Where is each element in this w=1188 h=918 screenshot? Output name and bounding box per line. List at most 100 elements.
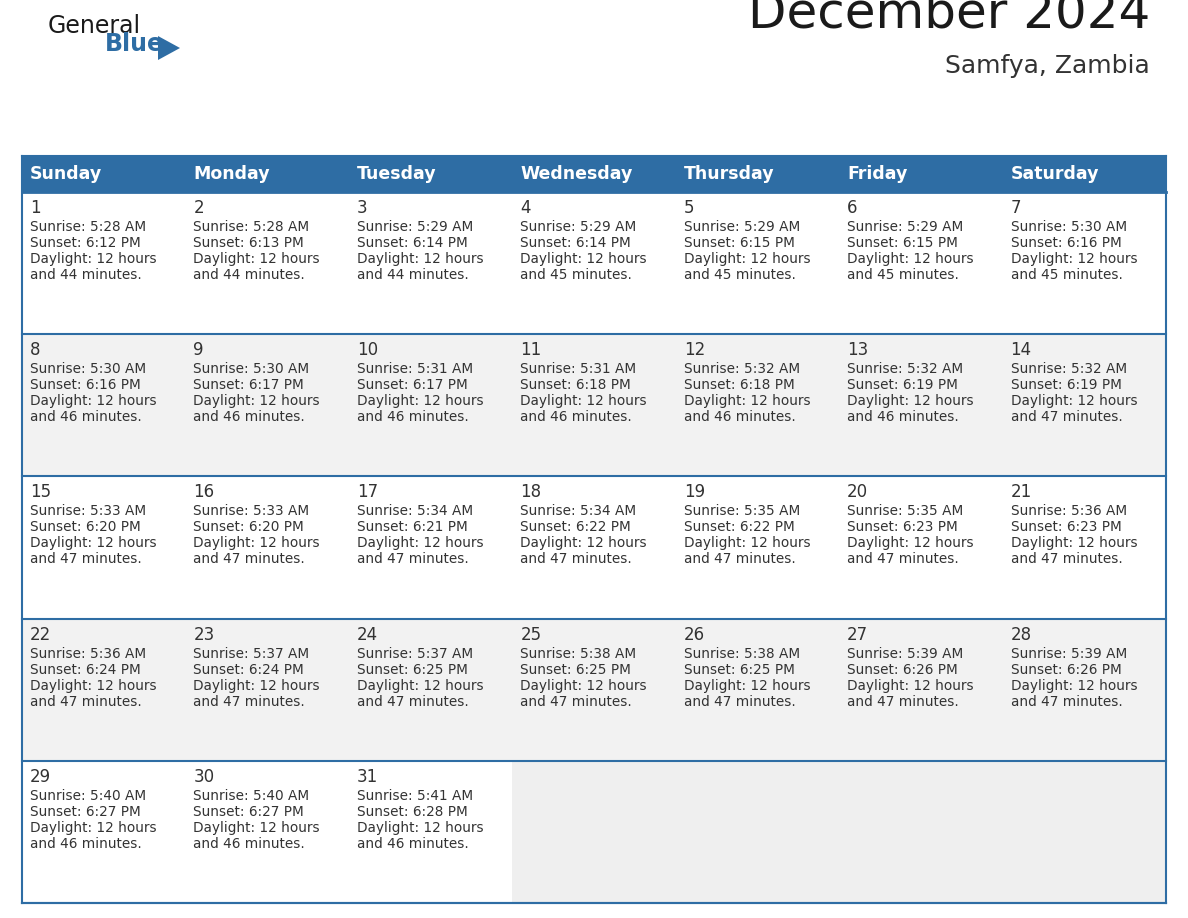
Text: Sunrise: 5:29 AM: Sunrise: 5:29 AM — [847, 220, 963, 234]
Text: 5: 5 — [684, 199, 694, 217]
Text: Daylight: 12 hours: Daylight: 12 hours — [1011, 394, 1137, 409]
Text: 3: 3 — [356, 199, 367, 217]
Text: 30: 30 — [194, 767, 215, 786]
Text: Daylight: 12 hours: Daylight: 12 hours — [1011, 536, 1137, 551]
Text: 9: 9 — [194, 341, 204, 359]
Text: December 2024: December 2024 — [747, 0, 1150, 38]
Text: Sunset: 6:13 PM: Sunset: 6:13 PM — [194, 236, 304, 250]
Text: and 47 minutes.: and 47 minutes. — [684, 553, 796, 566]
Text: and 46 minutes.: and 46 minutes. — [30, 837, 141, 851]
Text: Sunset: 6:26 PM: Sunset: 6:26 PM — [1011, 663, 1121, 677]
Text: 11: 11 — [520, 341, 542, 359]
Text: 27: 27 — [847, 625, 868, 644]
Text: Sunset: 6:22 PM: Sunset: 6:22 PM — [684, 521, 795, 534]
Bar — [23, 761, 1165, 903]
Bar — [1003, 761, 1165, 903]
Text: and 46 minutes.: and 46 minutes. — [520, 410, 632, 424]
Text: Sunset: 6:22 PM: Sunset: 6:22 PM — [520, 521, 631, 534]
Text: 6: 6 — [847, 199, 858, 217]
Text: and 44 minutes.: and 44 minutes. — [194, 268, 305, 282]
Text: Sunset: 6:15 PM: Sunset: 6:15 PM — [847, 236, 958, 250]
Text: Sunrise: 5:29 AM: Sunrise: 5:29 AM — [684, 220, 800, 234]
Text: Sunrise: 5:30 AM: Sunrise: 5:30 AM — [1011, 220, 1126, 234]
Bar — [23, 334, 1165, 476]
Text: 22: 22 — [30, 625, 51, 644]
Text: and 46 minutes.: and 46 minutes. — [194, 837, 305, 851]
Text: 2: 2 — [194, 199, 204, 217]
Text: and 47 minutes.: and 47 minutes. — [1011, 695, 1123, 709]
Text: and 46 minutes.: and 46 minutes. — [194, 410, 305, 424]
Text: Sunset: 6:19 PM: Sunset: 6:19 PM — [1011, 378, 1121, 392]
Text: Daylight: 12 hours: Daylight: 12 hours — [847, 536, 974, 551]
Text: and 45 minutes.: and 45 minutes. — [684, 268, 796, 282]
Text: Sunrise: 5:30 AM: Sunrise: 5:30 AM — [194, 363, 310, 376]
Text: Sunrise: 5:34 AM: Sunrise: 5:34 AM — [520, 504, 637, 519]
Bar — [23, 476, 1165, 619]
Text: Daylight: 12 hours: Daylight: 12 hours — [30, 678, 157, 692]
Text: Daylight: 12 hours: Daylight: 12 hours — [520, 678, 647, 692]
Text: Sunset: 6:21 PM: Sunset: 6:21 PM — [356, 521, 468, 534]
Text: 15: 15 — [30, 484, 51, 501]
Text: 18: 18 — [520, 484, 542, 501]
Text: Sunset: 6:25 PM: Sunset: 6:25 PM — [520, 663, 631, 677]
Text: Sunrise: 5:33 AM: Sunrise: 5:33 AM — [30, 504, 146, 519]
Bar — [23, 156, 1165, 192]
Text: 4: 4 — [520, 199, 531, 217]
Bar — [23, 192, 1165, 334]
Text: Daylight: 12 hours: Daylight: 12 hours — [356, 678, 484, 692]
Text: and 46 minutes.: and 46 minutes. — [847, 410, 959, 424]
Text: Sunset: 6:18 PM: Sunset: 6:18 PM — [520, 378, 631, 392]
Text: Daylight: 12 hours: Daylight: 12 hours — [1011, 678, 1137, 692]
Text: Sunrise: 5:38 AM: Sunrise: 5:38 AM — [520, 646, 637, 661]
Text: Sunrise: 5:39 AM: Sunrise: 5:39 AM — [1011, 646, 1127, 661]
Text: Sunset: 6:24 PM: Sunset: 6:24 PM — [30, 663, 140, 677]
Text: Daylight: 12 hours: Daylight: 12 hours — [356, 394, 484, 409]
Text: and 47 minutes.: and 47 minutes. — [520, 695, 632, 709]
Text: Sunset: 6:18 PM: Sunset: 6:18 PM — [684, 378, 795, 392]
Text: Wednesday: Wednesday — [520, 165, 633, 183]
Text: and 47 minutes.: and 47 minutes. — [30, 695, 141, 709]
Text: Daylight: 12 hours: Daylight: 12 hours — [847, 678, 974, 692]
Text: 20: 20 — [847, 484, 868, 501]
Text: Thursday: Thursday — [684, 165, 775, 183]
Text: Sunrise: 5:41 AM: Sunrise: 5:41 AM — [356, 789, 473, 803]
Text: Daylight: 12 hours: Daylight: 12 hours — [356, 536, 484, 551]
Text: Daylight: 12 hours: Daylight: 12 hours — [194, 536, 320, 551]
Text: Sunset: 6:24 PM: Sunset: 6:24 PM — [194, 663, 304, 677]
Text: 23: 23 — [194, 625, 215, 644]
Text: 19: 19 — [684, 484, 704, 501]
Text: and 47 minutes.: and 47 minutes. — [684, 695, 796, 709]
Text: and 47 minutes.: and 47 minutes. — [520, 553, 632, 566]
Text: 28: 28 — [1011, 625, 1031, 644]
Text: Daylight: 12 hours: Daylight: 12 hours — [684, 678, 810, 692]
Text: Daylight: 12 hours: Daylight: 12 hours — [520, 394, 647, 409]
Text: and 46 minutes.: and 46 minutes. — [684, 410, 796, 424]
Text: Friday: Friday — [847, 165, 908, 183]
Text: Daylight: 12 hours: Daylight: 12 hours — [356, 252, 484, 266]
Bar — [23, 619, 1165, 761]
Text: General: General — [48, 14, 141, 38]
Text: Sunset: 6:16 PM: Sunset: 6:16 PM — [1011, 236, 1121, 250]
Text: Daylight: 12 hours: Daylight: 12 hours — [1011, 252, 1137, 266]
Text: Daylight: 12 hours: Daylight: 12 hours — [520, 252, 647, 266]
Text: Sunrise: 5:34 AM: Sunrise: 5:34 AM — [356, 504, 473, 519]
Text: 29: 29 — [30, 767, 51, 786]
Text: 13: 13 — [847, 341, 868, 359]
Text: Monday: Monday — [194, 165, 270, 183]
Text: Sunset: 6:17 PM: Sunset: 6:17 PM — [356, 378, 468, 392]
Text: Sunset: 6:12 PM: Sunset: 6:12 PM — [30, 236, 140, 250]
Text: Sunday: Sunday — [30, 165, 102, 183]
Text: Sunrise: 5:32 AM: Sunrise: 5:32 AM — [847, 363, 963, 376]
Text: Sunrise: 5:35 AM: Sunrise: 5:35 AM — [847, 504, 963, 519]
Text: and 46 minutes.: and 46 minutes. — [356, 837, 468, 851]
Text: Daylight: 12 hours: Daylight: 12 hours — [30, 536, 157, 551]
Text: Daylight: 12 hours: Daylight: 12 hours — [356, 821, 484, 834]
Text: Samfya, Zambia: Samfya, Zambia — [946, 54, 1150, 78]
Text: Sunrise: 5:30 AM: Sunrise: 5:30 AM — [30, 363, 146, 376]
Text: Daylight: 12 hours: Daylight: 12 hours — [194, 678, 320, 692]
Text: Sunset: 6:20 PM: Sunset: 6:20 PM — [30, 521, 140, 534]
Text: 21: 21 — [1011, 484, 1032, 501]
Text: Daylight: 12 hours: Daylight: 12 hours — [847, 394, 974, 409]
Text: Sunset: 6:28 PM: Sunset: 6:28 PM — [356, 805, 468, 819]
Text: Sunset: 6:27 PM: Sunset: 6:27 PM — [30, 805, 140, 819]
